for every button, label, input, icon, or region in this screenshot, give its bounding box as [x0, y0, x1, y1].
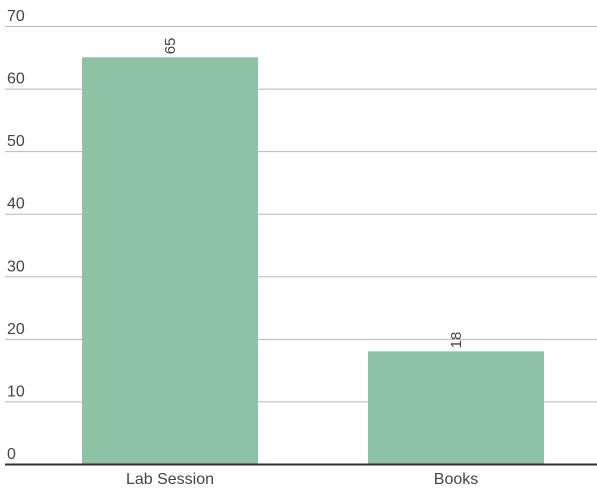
y-tick-label: 10 — [7, 383, 25, 400]
y-tick-label: 30 — [7, 258, 25, 275]
y-tick-label: 50 — [7, 133, 25, 150]
y-tick-label: 70 — [7, 8, 25, 25]
y-tick-label: 0 — [7, 446, 16, 463]
x-axis-ticks: Lab Session Books — [126, 471, 478, 488]
y-tick-label: 40 — [7, 196, 25, 213]
x-tick-label: Books — [434, 471, 478, 488]
y-tick-label: 60 — [7, 71, 25, 88]
y-axis-ticks: 0 10 20 30 40 50 60 70 — [7, 8, 25, 463]
data-label: 18 — [448, 332, 465, 349]
bars — [82, 57, 544, 465]
y-tick-label: 20 — [7, 321, 25, 338]
x-tick-label: Lab Session — [126, 471, 214, 488]
data-labels: 65 18 — [162, 38, 465, 349]
bar — [368, 351, 544, 464]
data-label: 65 — [162, 38, 179, 55]
bar — [82, 57, 258, 465]
